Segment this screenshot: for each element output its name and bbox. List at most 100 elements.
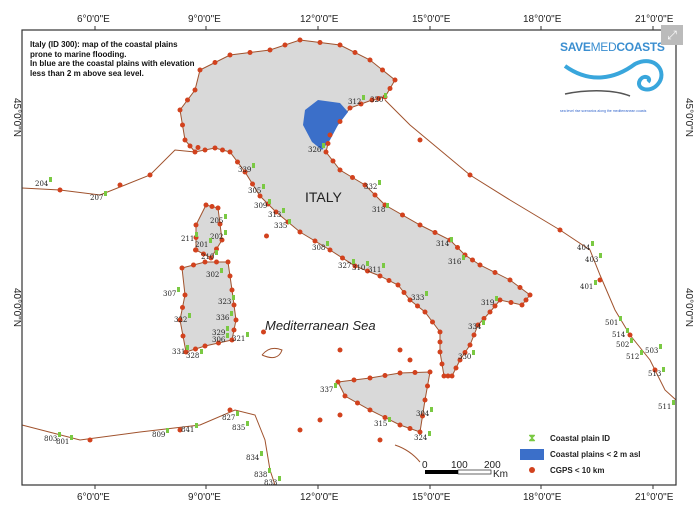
cgps-dot <box>202 147 208 153</box>
cgps-dot <box>351 377 357 383</box>
cgps-dot <box>273 209 279 215</box>
cgps-dot <box>523 297 529 303</box>
coastal-plain-marker <box>58 432 61 437</box>
coastal-plain-id-label: 304 <box>416 410 430 418</box>
lon-tick-label-top: 9°0'0"E <box>188 14 221 25</box>
coastal-plain-id-label: 211 <box>181 235 194 243</box>
coastal-plain-marker <box>104 191 107 196</box>
cgps-dot <box>352 50 358 55</box>
cgps-dot <box>180 305 185 310</box>
cgps-dot <box>183 349 189 355</box>
coastal-plain-marker <box>220 268 223 273</box>
coastal-plain-id-label: 512 <box>626 353 639 361</box>
legend-item-coastal-plains: Coastal plains < 2 m asl <box>520 446 640 462</box>
cgps-dot <box>229 337 235 343</box>
coastal-plain-id-label: 204 <box>35 180 49 188</box>
lon-tick-label-bottom: 12°0'0"E <box>300 492 339 503</box>
cgps-dot <box>209 204 215 209</box>
coastal-plain-marker <box>70 435 73 440</box>
sea-label: Mediterranean Sea <box>265 318 376 333</box>
cgps-dot <box>467 342 473 348</box>
cgps-dot <box>407 426 413 431</box>
coastal-plain-id-label: 329 <box>212 329 225 337</box>
coastal-plain-id-label: 333 <box>411 294 424 302</box>
cgps-dot <box>177 427 183 433</box>
coastal-plain-marker <box>366 261 369 266</box>
cgps-dot <box>193 222 199 228</box>
cgps-dot <box>202 343 208 349</box>
cgps-dot <box>627 332 633 338</box>
coastal-plain-marker <box>384 93 387 98</box>
cgps-dot <box>197 67 203 73</box>
country-label: ITALY <box>305 189 342 205</box>
map-frame <box>21 29 677 486</box>
coastal-plain-marker <box>268 199 271 204</box>
coastal-plain-id-label: 809 <box>152 431 165 439</box>
cgps-dot <box>407 297 413 303</box>
cgps-dot <box>208 255 214 261</box>
wave-logo-icon <box>563 59 664 97</box>
cgps-dot <box>422 309 428 315</box>
lon-tick-label-bottom: 21°0'0"E <box>635 492 674 503</box>
coastal-plain-marker <box>386 203 389 208</box>
coastal-plain-marker <box>362 95 365 100</box>
cgps-dot <box>257 193 263 199</box>
cgps-dot <box>417 429 423 435</box>
cgps-dot <box>382 415 388 420</box>
coastal-plain-id-label: 309 <box>254 202 267 210</box>
cgps-dot <box>369 97 375 103</box>
cgps-dot <box>235 159 240 165</box>
cgps-dot <box>247 50 253 55</box>
coastal-plain-id-label: 326 <box>308 146 322 154</box>
coastal-plain-marker <box>278 476 281 481</box>
coastal-plain-marker <box>260 451 263 456</box>
cgps-dot <box>432 230 438 235</box>
cgps-dot <box>330 158 336 164</box>
coastal-plain-id-label: 401 <box>580 283 593 291</box>
cgps-dot <box>462 350 468 355</box>
coastal-plain-marker <box>425 291 428 296</box>
cgps-dot <box>177 107 183 113</box>
cgps-dot <box>420 413 425 419</box>
cgps-dot <box>557 227 563 233</box>
cgps-dot <box>417 137 423 143</box>
coastal-plain-marker <box>378 180 381 185</box>
note-line: less than 2 m above sea level. <box>30 68 144 78</box>
lon-tick-label-bottom: 6°0'0"E <box>77 492 110 503</box>
coastal-plain-marker <box>619 316 622 321</box>
coastline <box>21 409 276 486</box>
expand-icon[interactable]: ⤢ <box>661 25 683 45</box>
coastal-plain-id-label: 322 <box>174 316 187 324</box>
cgps-dot <box>365 268 370 274</box>
coastal-plain-id-label: 311 <box>368 266 381 274</box>
coastal-plain-marker <box>288 219 291 224</box>
cgps-dot <box>652 367 658 373</box>
cgps-dot <box>297 229 303 235</box>
cgps-dot <box>470 257 475 263</box>
cgps-dot <box>215 205 221 211</box>
coastal-plain-id-label: 328 <box>186 352 199 360</box>
cgps-dot <box>497 297 503 303</box>
lon-tick-label-top: 6°0'0"E <box>77 14 110 25</box>
svg-text:100: 100 <box>451 460 468 471</box>
coastal-plain-id-label: 313 <box>268 211 281 219</box>
coastal-plain-marker <box>382 263 385 268</box>
cgps-dot <box>87 437 93 443</box>
coastal-plain-id-label: 306 <box>212 336 226 344</box>
cgps-dot <box>217 221 223 227</box>
cgps-dot <box>317 417 323 423</box>
cgps-dot <box>439 361 445 367</box>
coastal-plain-id-label: 337 <box>320 386 333 394</box>
coastal-plain-marker <box>472 350 475 355</box>
cgps-dot <box>282 42 288 48</box>
cgps-dot <box>225 259 231 265</box>
coastal-plain-id-label: 501 <box>605 319 618 327</box>
cgps-dot <box>297 37 303 43</box>
cgps-dot <box>455 245 460 250</box>
cgps-dot <box>475 322 481 328</box>
cgps-dot <box>437 329 443 335</box>
cgps-dot <box>453 365 459 371</box>
coastal-plain-id-label: 318 <box>372 206 385 214</box>
lon-tick-label-top: 15°0'0"E <box>412 14 451 25</box>
cgps-dot <box>201 251 206 257</box>
